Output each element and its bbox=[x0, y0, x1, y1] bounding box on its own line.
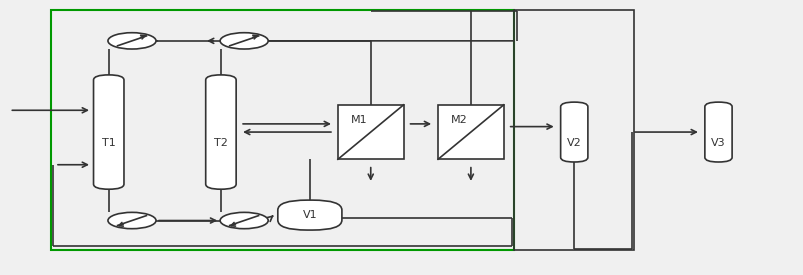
Text: M1: M1 bbox=[350, 115, 367, 125]
Text: V1: V1 bbox=[302, 210, 316, 220]
Text: V3: V3 bbox=[711, 138, 725, 148]
Text: T2: T2 bbox=[214, 138, 227, 148]
FancyBboxPatch shape bbox=[93, 75, 124, 189]
Text: M2: M2 bbox=[450, 115, 467, 125]
Circle shape bbox=[220, 33, 268, 49]
FancyBboxPatch shape bbox=[704, 102, 732, 162]
FancyBboxPatch shape bbox=[206, 75, 236, 189]
Bar bbox=[438, 105, 503, 159]
Circle shape bbox=[108, 212, 156, 229]
Text: T1: T1 bbox=[102, 138, 116, 148]
Circle shape bbox=[220, 212, 268, 229]
FancyBboxPatch shape bbox=[560, 102, 587, 162]
Text: V2: V2 bbox=[566, 138, 581, 148]
FancyBboxPatch shape bbox=[278, 200, 341, 230]
Bar bbox=[51, 10, 514, 251]
Bar bbox=[514, 10, 634, 251]
Circle shape bbox=[108, 33, 156, 49]
Bar bbox=[337, 105, 403, 159]
